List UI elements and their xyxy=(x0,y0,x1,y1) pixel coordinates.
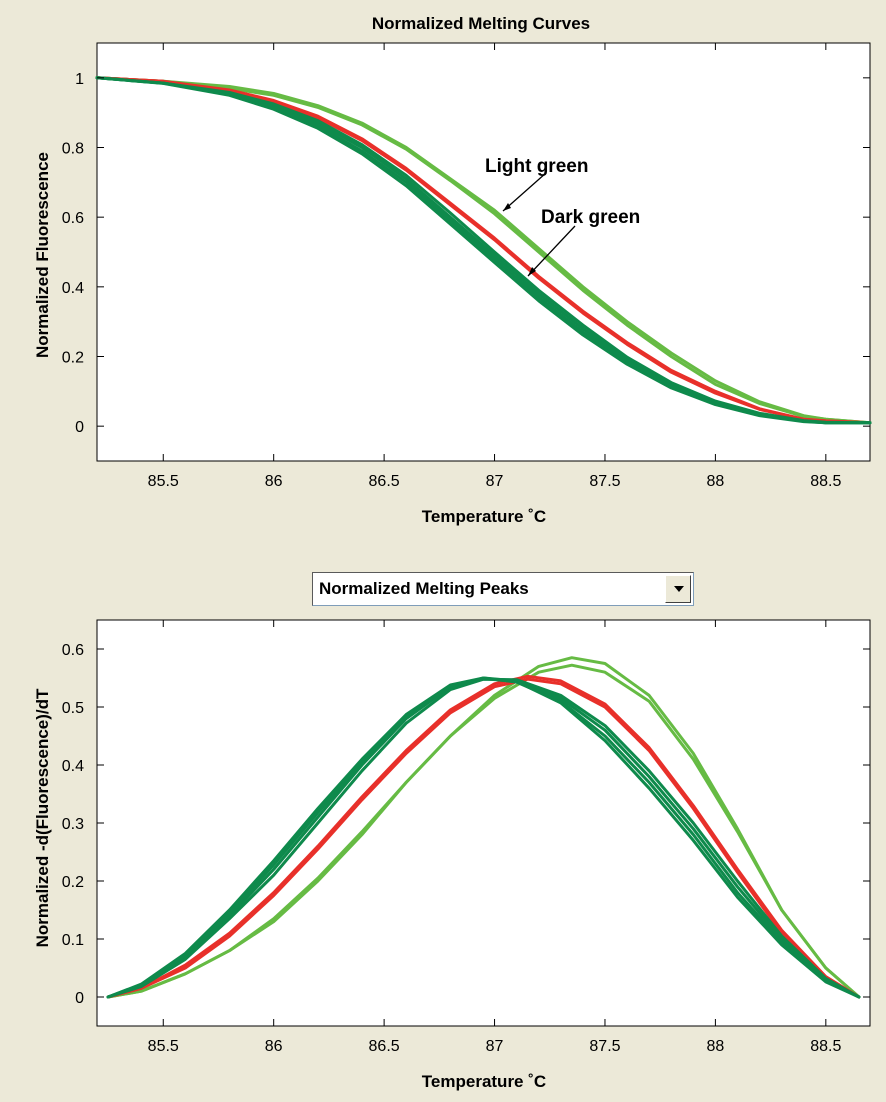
y-tick-label: 0.4 xyxy=(62,758,84,775)
x-axis-label: Temperature ˚C xyxy=(422,1072,546,1091)
x-tick-label: 85.5 xyxy=(148,1038,179,1055)
y-ticks: 0 0.2 0.4 0.6 0.8 1 xyxy=(62,71,870,436)
arrow-head xyxy=(503,203,511,211)
melting-peaks-chart: 85.5 86 86.5 87 87.5 88 88.5 00.10.20.30.40.50… xyxy=(33,619,871,1091)
annotation-dark-green: Dark green xyxy=(527,207,640,277)
series-group xyxy=(95,76,872,425)
y-tick-label: 0.8 xyxy=(62,141,84,158)
plot-type-dropdown[interactable]: Normalized Melting Peaks xyxy=(312,572,694,606)
x-tick-label: 87 xyxy=(486,1038,504,1055)
series-line-light-green xyxy=(106,663,861,999)
x-tick-label: 86 xyxy=(265,473,283,490)
x-ticks: 85.5 86 86.5 87 87.5 88 88.5 xyxy=(148,43,842,490)
y-tick-label: 0.2 xyxy=(62,874,84,891)
y-ticks: 0 0.1 0.2 0.3 0.4 0.5 0.6 xyxy=(62,642,870,1007)
x-tick-label: 87.5 xyxy=(589,1038,620,1055)
x-tick-label: 88.5 xyxy=(810,1038,841,1055)
y-axis-label: Normalized -d(Fluorescence)/dT xyxy=(33,688,52,947)
annotation-arrow xyxy=(527,225,576,277)
x-tick-label: 87 xyxy=(486,473,504,490)
chart-title: Normalized Melting Curves xyxy=(372,14,590,33)
y-tick-label: 0.4 xyxy=(62,280,84,297)
series-line-red xyxy=(95,76,872,425)
melting-curves-chart: Normalized Melting Curves 85.5 86 86.5 87 87… xyxy=(33,14,872,526)
series-line-red xyxy=(106,674,861,999)
x-tick-label: 88.5 xyxy=(810,473,841,490)
x-ticks: 85.5 86 86.5 87 87.5 88 88.5 xyxy=(148,620,842,1055)
x-tick-label: 85.5 xyxy=(148,473,179,490)
x-axis-label: Temperature ˚C xyxy=(422,507,546,526)
y-tick-label: 0.1 xyxy=(62,932,84,949)
series-line-dark-green xyxy=(95,76,872,425)
x-tick-label: 86.5 xyxy=(369,1038,400,1055)
chevron-down-icon xyxy=(674,586,684,592)
y-tick-label: 0.6 xyxy=(62,642,84,659)
x-tick-label: 88 xyxy=(707,1038,725,1055)
series-line-dark-green xyxy=(106,677,861,999)
arrow-head xyxy=(528,267,536,276)
plot-area xyxy=(96,619,871,1027)
y-tick-label: 1 xyxy=(75,71,84,88)
dropdown-button[interactable] xyxy=(665,575,691,603)
annotation-label: Dark green xyxy=(541,207,640,228)
series-group xyxy=(106,656,861,999)
y-tick-label: 0.3 xyxy=(62,816,84,833)
x-tick-label: 86 xyxy=(265,1038,283,1055)
annotation-label: Light green xyxy=(485,156,588,177)
y-tick-label: 0 xyxy=(75,419,84,436)
x-tick-label: 87.5 xyxy=(589,473,620,490)
dropdown-selected-label: Normalized Melting Peaks xyxy=(319,579,529,598)
series-line-dark-green xyxy=(95,76,872,425)
y-tick-label: 0.2 xyxy=(62,350,84,367)
series-line-red xyxy=(106,677,861,999)
annotation-light-green: Light green xyxy=(485,156,588,212)
series-line-light-green xyxy=(95,76,872,425)
y-tick-label: 0.5 xyxy=(62,700,84,717)
x-tick-label: 86.5 xyxy=(369,473,400,490)
y-axis-label: Normalized Fluorescence xyxy=(33,152,52,358)
y-tick-label: 0 xyxy=(75,990,84,1007)
x-tick-label: 88 xyxy=(707,473,725,490)
annotation-arrow xyxy=(502,172,547,212)
y-tick-label: 0.6 xyxy=(62,210,84,227)
